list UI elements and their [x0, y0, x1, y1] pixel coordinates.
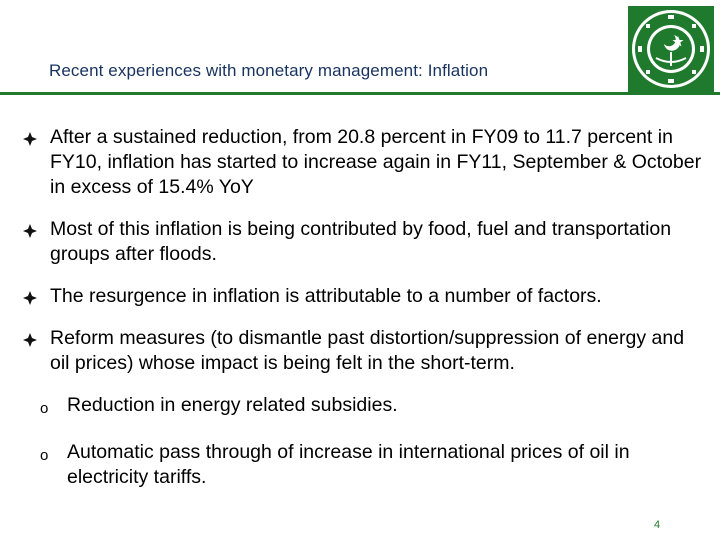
diamond-bullet-icon	[22, 221, 38, 238]
sub-bullet-item: o Automatic pass through of increase in …	[22, 440, 702, 490]
sub-bullet-marker: o	[40, 400, 49, 417]
bullet-text: Most of this inflation is being contribu…	[50, 218, 672, 265]
state-bank-of-pakistan-seal-icon	[628, 6, 714, 92]
sub-bullet-item: o Reduction in energy related subsidies.	[22, 393, 702, 418]
bullet-item: The resurgence in inflation is attributa…	[22, 284, 702, 309]
bullet-list: After a sustained reduction, from 20.8 p…	[22, 125, 702, 512]
page-number: 4	[654, 519, 661, 531]
bullet-text: Reform measures (to dismantle past disto…	[50, 327, 685, 374]
bullet-item: After a sustained reduction, from 20.8 p…	[22, 125, 702, 200]
bullet-item: Reform measures (to dismantle past disto…	[22, 326, 702, 376]
sub-bullet-text: Reduction in energy related subsidies.	[67, 394, 398, 416]
sub-bullet-text: Automatic pass through of increase in in…	[67, 441, 630, 488]
slide-title: Recent experiences with monetary managem…	[49, 61, 489, 80]
bullet-text: The resurgence in inflation is attributa…	[50, 285, 602, 307]
bullet-text: After a sustained reduction, from 20.8 p…	[50, 126, 702, 198]
diamond-bullet-icon	[22, 330, 38, 347]
diamond-bullet-icon	[22, 129, 38, 146]
diamond-bullet-icon	[22, 288, 38, 305]
bullet-item: Most of this inflation is being contribu…	[22, 217, 702, 267]
header-divider	[0, 92, 720, 95]
sub-bullet-marker: o	[40, 447, 49, 464]
